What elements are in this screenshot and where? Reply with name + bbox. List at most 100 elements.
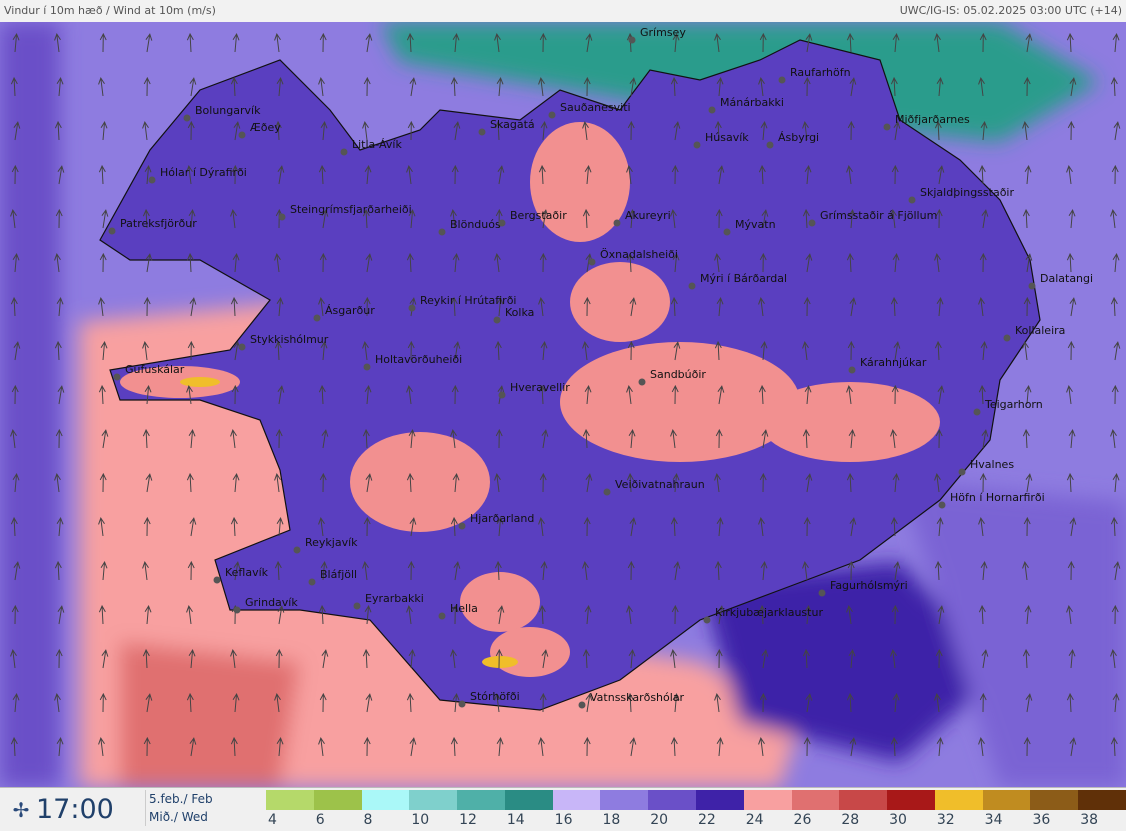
place-marker[interactable]: Veiðivatnahraun: [603, 478, 705, 496]
wind-arrow: [56, 76, 64, 97]
wind-arrow: [673, 341, 681, 361]
place-marker[interactable]: Ásgarður: [313, 304, 376, 322]
place-name: Steingrímsfjarðarheiði: [290, 203, 412, 216]
wind-arrow: [10, 429, 17, 449]
place-marker[interactable]: Miðfjarðarnes: [883, 113, 971, 131]
station-dot: [438, 228, 446, 236]
very-high-wind-areas: [180, 377, 518, 668]
legend-swatch: [982, 790, 1031, 810]
wind-arrow: [758, 517, 765, 537]
wind-arrow: [275, 648, 283, 669]
place-marker[interactable]: Bergstaðir: [498, 209, 568, 227]
wind-arrow: [538, 164, 546, 185]
place-marker[interactable]: Reykjavík: [293, 536, 359, 554]
place-marker[interactable]: Kolka: [493, 306, 535, 324]
place-marker[interactable]: Stórhöfði: [458, 690, 520, 708]
place-marker[interactable]: Hvalnes: [958, 458, 1015, 476]
place-name: Miðfjarðarnes: [895, 113, 970, 126]
place-marker[interactable]: Grímsey: [628, 26, 687, 44]
date-line-1: 5.feb./ Feb: [149, 792, 213, 806]
wind-arrow: [274, 33, 281, 53]
wind-arrow: [893, 121, 901, 141]
place-marker[interactable]: Patreksfjörður: [108, 217, 198, 235]
wind-arrow: [891, 604, 899, 625]
place-marker[interactable]: Dalatangi: [1028, 272, 1094, 290]
place-name: Bergstaðir: [510, 209, 567, 222]
wind-arrow: [452, 692, 460, 713]
place-marker[interactable]: Kollaleira: [1003, 324, 1066, 342]
place-marker[interactable]: Skagatá: [478, 118, 535, 136]
place-marker[interactable]: Hveravellir: [498, 381, 571, 399]
place-marker[interactable]: Fagurhólsmýri: [818, 579, 908, 597]
wind-arrow: [628, 428, 636, 449]
place-marker[interactable]: Blönduós: [438, 218, 501, 236]
place-marker[interactable]: Mývatn: [723, 218, 776, 236]
place-marker[interactable]: Hjarðarland: [458, 512, 535, 530]
wind-arrow: [978, 517, 985, 537]
wind-arrow: [364, 384, 372, 405]
place-marker[interactable]: Vatnsskarðshólar: [578, 691, 685, 709]
place-marker[interactable]: Mánárbakki: [708, 96, 785, 114]
wind-arrow: [1022, 648, 1030, 669]
place-marker[interactable]: Stykkishólmur: [238, 333, 329, 351]
legend-swatch: [361, 790, 410, 810]
wind-arrow: [100, 120, 108, 141]
wind-arrow: [935, 648, 943, 669]
wind-arrow: [406, 165, 413, 185]
station-dot: [148, 176, 156, 184]
wind-arrow: [494, 693, 501, 713]
place-marker[interactable]: Sauðanesviti: [548, 101, 631, 119]
wind-arrow: [13, 341, 21, 361]
wind-arrow: [362, 341, 369, 361]
wind-arrow: [802, 428, 810, 449]
legend-label: 12: [459, 812, 477, 828]
place-marker[interactable]: Öxnadalsheiði: [588, 248, 678, 266]
place-marker[interactable]: Húsavík: [693, 131, 750, 149]
place-marker[interactable]: Litla-Ávík: [340, 138, 403, 156]
place-marker[interactable]: Teigarhorn: [973, 398, 1043, 416]
wind-arrow: [629, 737, 637, 757]
place-marker[interactable]: Grindavík: [233, 596, 299, 614]
place-marker[interactable]: Hólar í Dýrafirði: [148, 166, 247, 184]
wind-arrow: [802, 648, 810, 669]
place-marker[interactable]: Reykir í Hrútafirði: [408, 294, 517, 312]
place-marker[interactable]: Akureyri: [613, 209, 671, 227]
wind-arrow: [274, 253, 281, 273]
wind-arrow: [1067, 120, 1075, 141]
wind-map[interactable]: Grímsey Raufarhöfn Bolungarvík Æðey Mánárbak…: [0, 22, 1126, 787]
place-marker[interactable]: Grímsstaðir á Fjöllum: [808, 209, 938, 227]
place-marker[interactable]: Raufarhöfn: [778, 66, 851, 84]
place-marker[interactable]: Steingrímsfjarðarheiði: [278, 203, 412, 221]
place-marker[interactable]: Æðey: [238, 121, 282, 139]
wind-arrow: [365, 473, 373, 493]
place-marker[interactable]: Höfn í Hornarfirði: [938, 491, 1045, 509]
wind-arrow: [539, 32, 547, 53]
wind-arrow: [934, 693, 941, 713]
place-marker[interactable]: Keflavík: [213, 566, 269, 584]
wind-arrow: [57, 385, 65, 405]
legend-swatch: [743, 790, 792, 810]
wind-arrow: [937, 605, 945, 625]
place-marker[interactable]: Mýri í Bárðardal: [688, 272, 788, 290]
place-marker[interactable]: Bláfjöll: [308, 568, 358, 586]
wind-arrow: [144, 384, 152, 405]
place-marker[interactable]: Sandbúðir: [638, 368, 707, 386]
place-marker[interactable]: Kirkjubæjarklaustur: [703, 606, 824, 624]
place-marker[interactable]: Holtavörðuheiði: [363, 353, 463, 371]
wind-arrow: [980, 340, 988, 361]
wind-arrow: [934, 253, 941, 273]
place-marker[interactable]: Bolungarvík: [183, 104, 262, 122]
place-marker[interactable]: Gufuskálar: [113, 363, 185, 381]
wind-arrow: [406, 692, 414, 713]
place-marker[interactable]: Ásbyrgi: [766, 131, 820, 149]
place-marker[interactable]: Hella: [438, 602, 478, 620]
wind-arrow: [759, 472, 767, 493]
place-marker[interactable]: Eyrarbakki: [353, 592, 424, 610]
place-marker[interactable]: Skjaldþingsstaðir: [908, 186, 1015, 204]
place-marker[interactable]: Kárahnjúkar: [848, 356, 927, 374]
wind-arrow: [318, 604, 326, 625]
time-display[interactable]: ✢ 17:00: [0, 788, 145, 831]
wind-arrow: [628, 208, 636, 229]
wind-arrow: [450, 209, 457, 229]
wind-arrow: [189, 737, 197, 757]
